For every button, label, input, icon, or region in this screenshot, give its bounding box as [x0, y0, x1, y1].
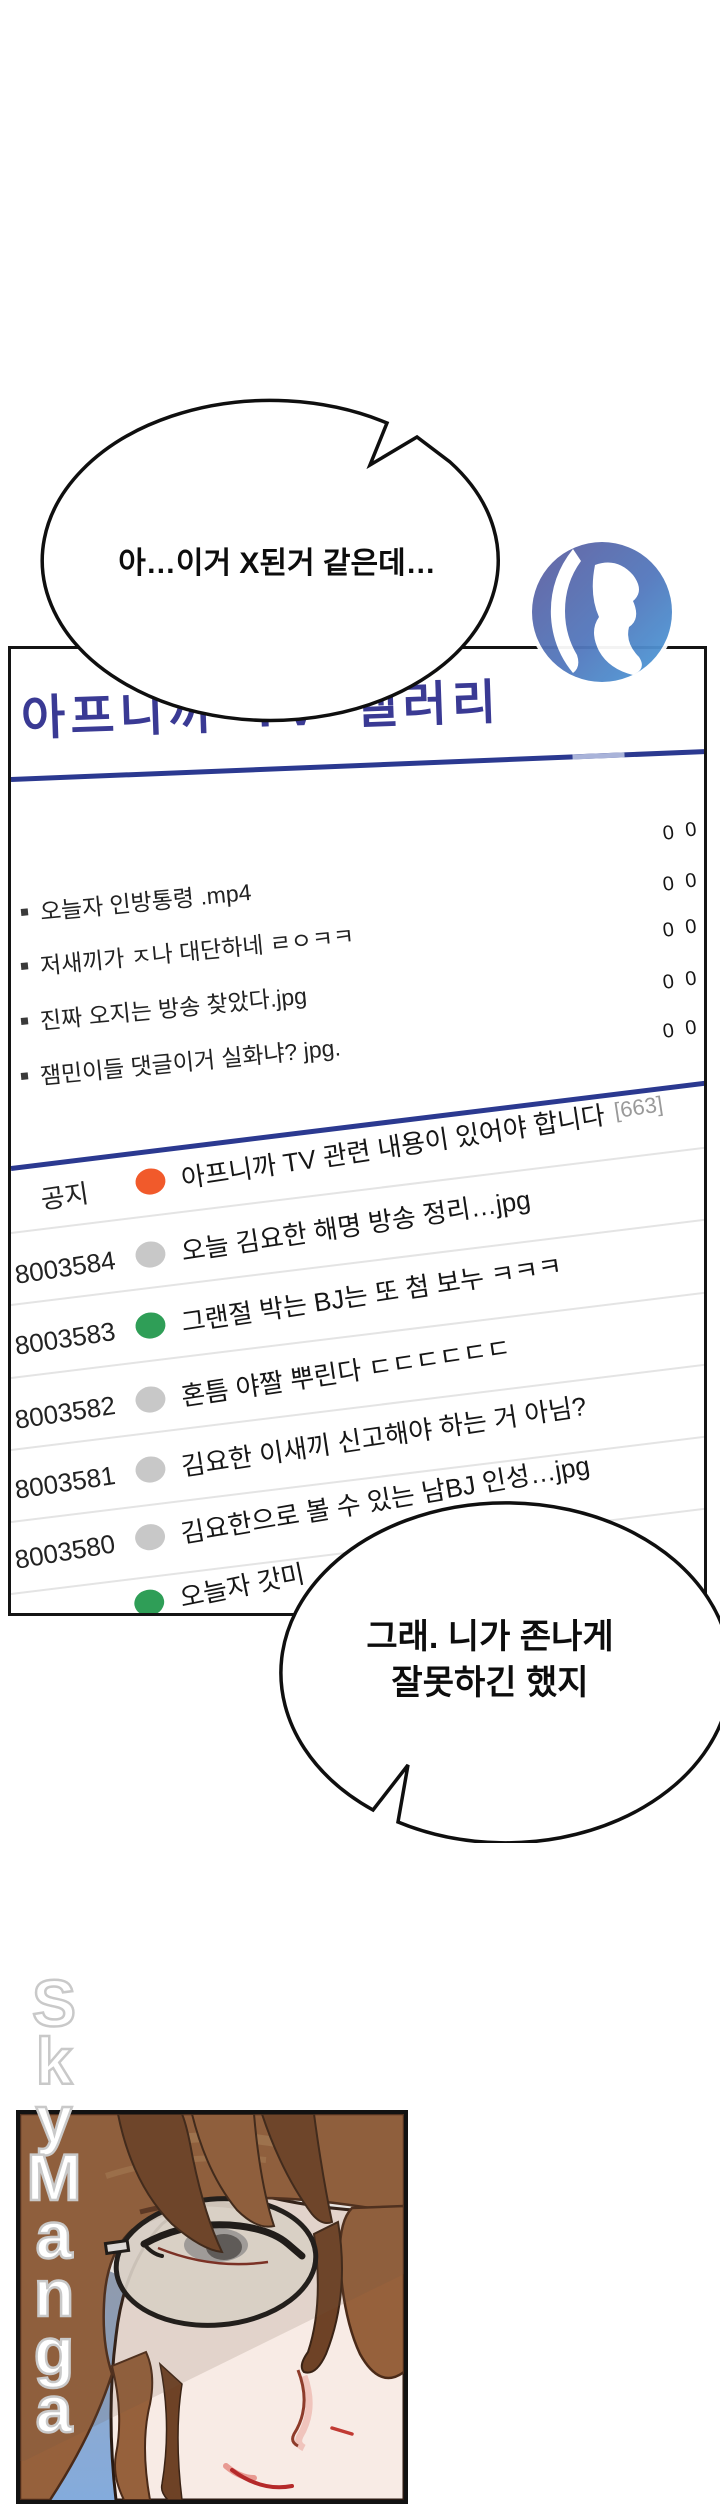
hair-bang — [260, 2114, 334, 2224]
nose-line — [291, 2369, 306, 2448]
square-bullet-icon — [20, 907, 29, 916]
speech-bubble-2-line1: 그래. 니가 존나게 — [366, 1618, 614, 1656]
view-count: 0 0 — [661, 868, 701, 896]
hair-strand — [300, 2220, 343, 2374]
nostril-mark — [330, 2426, 354, 2436]
row-label: 8003582 — [12, 1389, 118, 1435]
speech-bubble-1-text: 아…이거 X된거 같은데… — [118, 547, 436, 580]
speech-bubble-2-line2: 잘못하긴 했지 — [391, 1664, 589, 1702]
view-count: 0 0 — [661, 1015, 701, 1043]
comment-bubble-icon — [133, 1454, 168, 1485]
cast-shadow — [20, 2114, 404, 2461]
comment-count: [663] — [612, 1091, 665, 1124]
green-dot-icon — [133, 1310, 168, 1341]
square-bullet-icon — [20, 961, 29, 970]
row-label: 공지 — [38, 1177, 91, 1215]
comment-bubble-icon — [133, 1384, 168, 1415]
title-divider-line — [11, 748, 704, 782]
view-count: 0 0 — [661, 914, 701, 942]
watermark-letter: y — [34, 2082, 73, 2156]
hair-bang — [190, 2114, 276, 2228]
eyelash-flick — [142, 2242, 164, 2258]
view-count: 0 0 — [661, 966, 701, 994]
speech-bubble-1 — [40, 398, 500, 723]
row-label: 8003580 — [12, 1527, 118, 1575]
watermark-letter: k — [34, 2024, 73, 2098]
logo-face-silhouette — [592, 562, 642, 675]
row-label: 8003581 — [12, 1459, 118, 1505]
list-item-text: 저새끼가 ㅈ나 대단하네 ㄹㅇㅋㅋ — [38, 922, 356, 980]
speech-bubble-outline — [279, 1501, 720, 1843]
post-title[interactable]: 혼틈 야짤 뿌린다 ㄷㄷㄷㄷㄷㄷ — [179, 1331, 513, 1412]
watermark-letter: a — [34, 2372, 73, 2446]
gallery-ball-logo[interactable] — [527, 537, 677, 687]
comment-bubble-icon — [133, 1521, 168, 1553]
hair-lock — [110, 2350, 154, 2500]
skymanga-watermark: S k y M a n g a — [12, 1966, 96, 2446]
notice-dot-icon — [133, 1166, 168, 1197]
list-item-text: 오늘자 인방통령 .mp4 — [38, 878, 253, 926]
row-label — [15, 1610, 113, 1613]
watermark-letter: n — [33, 2256, 76, 2330]
mouth-line — [230, 2468, 294, 2490]
row-label: 8003584 — [12, 1244, 118, 1290]
speech-bubble-2-text: 그래. 니가 존나게 잘못하긴 했지 — [300, 1614, 680, 1706]
logo-crescent — [550, 549, 581, 673]
gallery-screenshot-panel: 아프니까 TV 갤러리 오늘자 인방통령 .mp4 저새끼가 ㅈ나 대단하네 ㄹ… — [8, 646, 707, 1616]
watermark-letter: M — [25, 2140, 82, 2214]
speech-bubble-outline — [40, 398, 500, 723]
hair-lock — [158, 2361, 183, 2500]
title-divider-light-segment — [572, 752, 625, 760]
green-dot-icon — [131, 1586, 167, 1613]
watermark-letter: S — [31, 1966, 78, 2040]
watermark-letter: a — [34, 2198, 73, 2272]
list-item-text: 진짜 오지는 방송 찾았다.jpg — [38, 982, 308, 1035]
square-bullet-icon — [20, 1016, 29, 1025]
upper-eyelid — [140, 2221, 306, 2260]
square-bullet-icon — [20, 1071, 29, 1080]
character-closeup-art — [20, 2114, 404, 2500]
view-count: 0 0 — [661, 817, 701, 845]
nose-shading — [295, 2374, 313, 2452]
hair-right — [338, 2204, 404, 2380]
list-item-text: 잼민이들 댓글이거 실화냐? jpg. — [38, 1034, 342, 1090]
row-label: 8003583 — [12, 1315, 118, 1361]
lower-eyeline — [157, 2246, 269, 2266]
character-closeup-panel — [16, 2110, 408, 2504]
watermark-letter: g — [33, 2314, 76, 2388]
comment-bubble-icon — [133, 1239, 168, 1270]
post-title[interactable]: 오늘 김요한 해명 방송 정리…jpg — [179, 1183, 533, 1267]
glasses-hinge — [103, 2238, 131, 2256]
speech-bubble-2 — [279, 1501, 720, 1843]
hair-bang — [116, 2114, 224, 2254]
